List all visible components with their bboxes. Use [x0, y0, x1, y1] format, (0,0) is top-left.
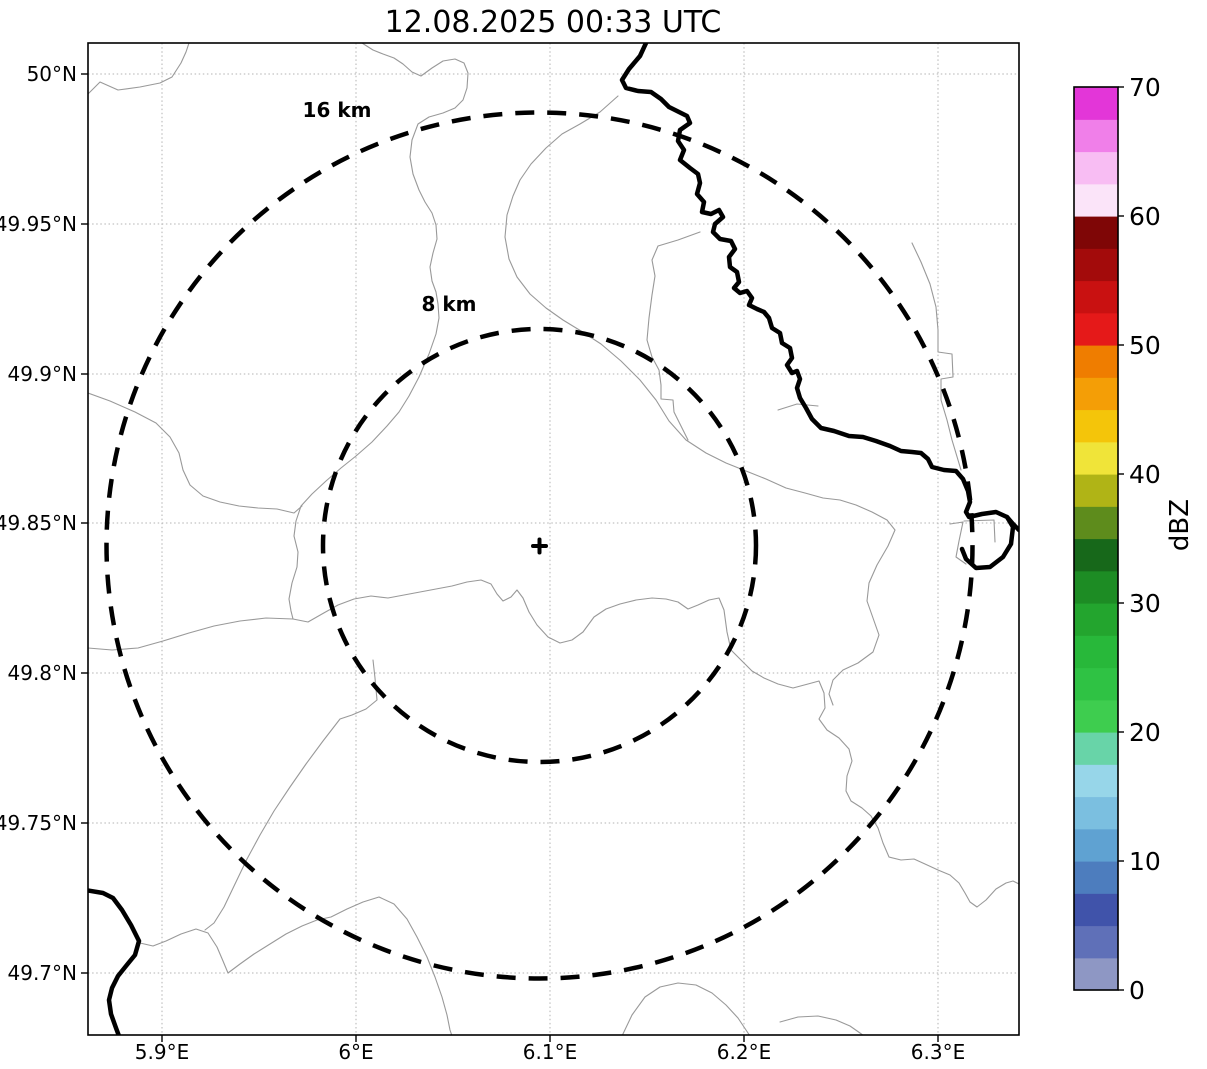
x-tick-label: 5.9°E — [135, 1040, 189, 1064]
range-rings — [104, 110, 975, 981]
y-tick-label: 49.9°N — [8, 362, 78, 386]
colorbar-tick-label: 60 — [1129, 202, 1161, 231]
colorbar-segment — [1074, 280, 1118, 314]
colorbar-segments — [1074, 87, 1118, 991]
colorbar-segment — [1074, 957, 1118, 991]
gridlines — [88, 43, 1019, 1035]
plot-title: 12.08.2025 00:33 UTC — [385, 5, 722, 40]
range-ring-16km — [104, 110, 975, 981]
admin-boundary — [949, 521, 967, 565]
admin-boundary — [288, 43, 469, 620]
y-tick-label: 49.8°N — [8, 661, 78, 685]
x-tick-label: 6.3°E — [911, 1040, 965, 1064]
colorbar-segment — [1074, 828, 1118, 862]
country-border-river — [619, 43, 1016, 571]
admin-boundary — [88, 43, 190, 95]
colorbar-frame — [1073, 86, 1119, 991]
admin-boundary — [504, 95, 896, 706]
y-tick-label: 49.85°N — [0, 511, 77, 535]
colorbar-segment — [1074, 764, 1118, 798]
colorbar-segment — [1074, 506, 1118, 540]
colorbar-segment — [1074, 603, 1118, 636]
colorbar-segment — [1074, 635, 1118, 669]
colorbar-segment — [1074, 667, 1118, 701]
colorbar-segment — [1074, 409, 1118, 443]
colorbar-tick-label: 40 — [1129, 460, 1161, 489]
ring-label-8km: 8 km — [421, 292, 476, 316]
admin-boundary — [204, 659, 378, 931]
colorbar-tick-label: 10 — [1129, 847, 1161, 876]
colorbar-segment — [1074, 183, 1118, 217]
x-axis: 5.9°E 6°E 6.1°E 6.2°E 6.3°E — [135, 1035, 965, 1064]
y-tick-label: 49.95°N — [0, 212, 77, 236]
map-frame — [87, 42, 1020, 1036]
colorbar-label: dBZ — [1165, 499, 1195, 551]
y-axis: 50°N 49.95°N 49.9°N 49.85°N 49.8°N 49.75°N 49.… — [0, 62, 88, 985]
colorbar-segment — [1074, 796, 1118, 830]
colorbar-segment — [1074, 732, 1118, 765]
colorbar-segment — [1074, 570, 1118, 604]
colorbar-segment — [1074, 248, 1118, 282]
colorbar-segment — [1074, 893, 1118, 927]
x-tick-label: 6.2°E — [717, 1040, 771, 1064]
admin-boundary — [139, 896, 453, 1035]
colorbar-segment — [1074, 861, 1118, 894]
colorbar-segment — [1074, 312, 1118, 346]
colorbar-tick-label: 50 — [1129, 331, 1161, 360]
admin-boundary — [292, 579, 1019, 908]
y-tick-label: 49.75°N — [0, 811, 77, 835]
admin-boundary — [621, 982, 750, 1035]
y-tick-label: 50°N — [27, 62, 77, 86]
x-tick-label: 6°E — [338, 1040, 373, 1064]
colorbar-segment — [1074, 377, 1118, 411]
colorbar-segment — [1074, 699, 1118, 733]
colorbar-tick-label: 30 — [1129, 589, 1161, 618]
colorbar-tick-label: 20 — [1129, 718, 1161, 747]
colorbar-segment — [1074, 441, 1118, 475]
x-tick-label: 6.1°E — [523, 1040, 577, 1064]
colorbar-segment — [1074, 474, 1118, 507]
map-lines — [88, 43, 1019, 1035]
ring-label-16km: 16 km — [303, 98, 372, 122]
colorbar-segment — [1074, 87, 1118, 120]
admin-boundary — [911, 242, 962, 471]
admin-boundary — [88, 392, 303, 514]
admin-boundary — [777, 403, 819, 411]
admin-boundary — [779, 1015, 864, 1035]
colorbar-segment — [1074, 151, 1118, 185]
colorbar-tick-label: 0 — [1129, 976, 1145, 1005]
country-border-river — [1004, 514, 1019, 533]
colorbar-segment — [1074, 925, 1118, 959]
range-ring-8km — [320, 326, 759, 765]
colorbar-tick-label: 70 — [1129, 73, 1161, 102]
colorbar-segment — [1074, 119, 1118, 153]
colorbar-segment — [1074, 345, 1118, 378]
colorbar-ticks: 0 10 20 30 40 50 60 70 — [1118, 73, 1161, 1005]
country-border-river — [88, 888, 142, 1035]
colorbar-segment — [1074, 216, 1118, 249]
y-tick-label: 49.7°N — [8, 961, 78, 985]
colorbar-segment — [1074, 538, 1118, 572]
admin-boundary — [646, 231, 701, 441]
